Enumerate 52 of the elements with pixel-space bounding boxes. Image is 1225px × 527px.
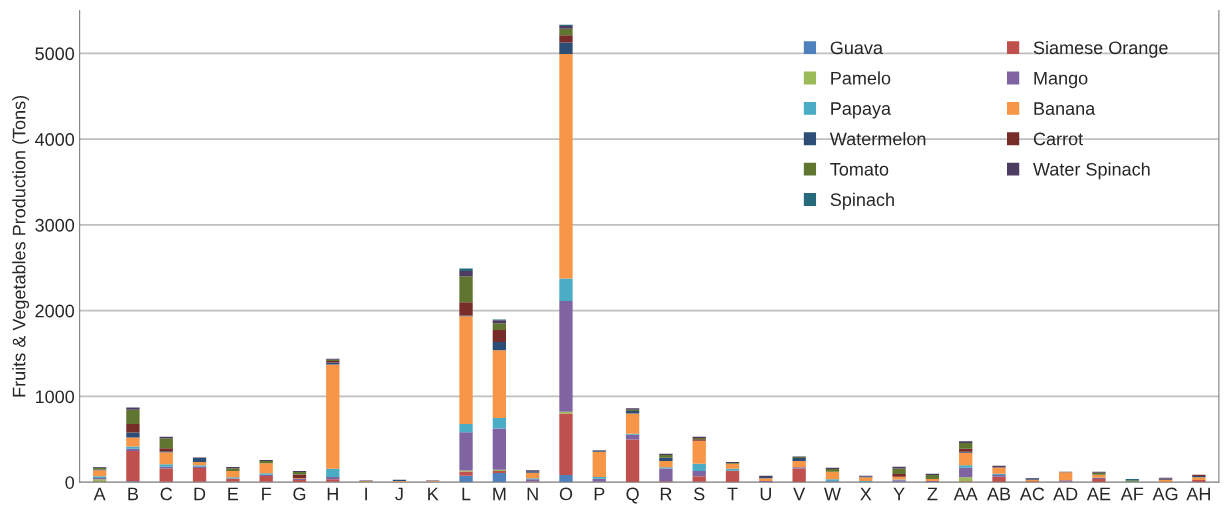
legend-label: Water Spinach [1033,162,1150,180]
x-tick-label: B [128,487,138,501]
x-tick-label: AD [1053,487,1078,501]
y-tick-label: 1000 [35,390,75,404]
y-axis-title: Fruits & Vegetables Production (Tons) [12,95,30,397]
x-tick-label: C [160,487,173,501]
x-tick-label: W [824,487,841,501]
x-tick-label: AC [1019,487,1045,501]
x-tick-label: O [559,487,573,501]
x-tick-label: AE [1086,487,1111,501]
x-tick-label: M [493,487,506,501]
x-tick-label: U [760,487,771,501]
y-tick-label: 3000 [35,218,75,232]
x-tick-label: J [395,487,403,501]
x-tick-label: I [365,487,367,501]
x-tick-label: AB [987,487,1011,501]
x-tick-label: V [793,487,806,501]
y-tick-label: 5000 [35,47,75,61]
legend-label: Mango [1034,71,1088,89]
x-tick-label: Q [626,487,639,504]
y-tick-label: 4000 [35,133,75,146]
x-tick-label: L [462,487,471,501]
y-tick-label: 0 [65,476,75,489]
x-tick-label: K [428,487,439,501]
x-tick-label: D [194,487,206,501]
legend-label: Guava [830,41,883,55]
x-tick-label: F [262,487,271,501]
x-tick-label: AH [1186,487,1210,501]
x-tick-label: A [93,487,106,501]
x-tick-label: AG [1152,487,1178,501]
x-tick-label: AA [953,487,978,501]
legend-label: Papaya [831,102,892,119]
x-tick-label: X [860,487,872,501]
x-tick-label: E [228,487,239,501]
y-tick-label: 2000 [35,304,75,318]
legend-label: Siamese Orange [1033,40,1168,58]
legend-label: Spinach [830,192,894,210]
x-tick-label: S [694,487,705,501]
x-tick-label: H [327,487,338,501]
x-tick-label: P [594,487,605,501]
legend-label: Banana [1034,102,1096,115]
x-tick-label: Y [893,487,905,501]
legend-label: Carrot [1033,132,1083,146]
x-tick-label: R [660,487,672,501]
legend-label: Tomato [830,163,889,176]
legend-label: Pamelo [831,71,891,85]
x-tick-label: G [293,487,306,501]
x-tick-label: T [727,487,738,501]
x-tick-label: AF [1120,487,1144,501]
x-tick-label: Z [927,487,938,501]
legend-label: Watermelon [829,132,926,146]
x-tick-label: N [527,487,538,501]
